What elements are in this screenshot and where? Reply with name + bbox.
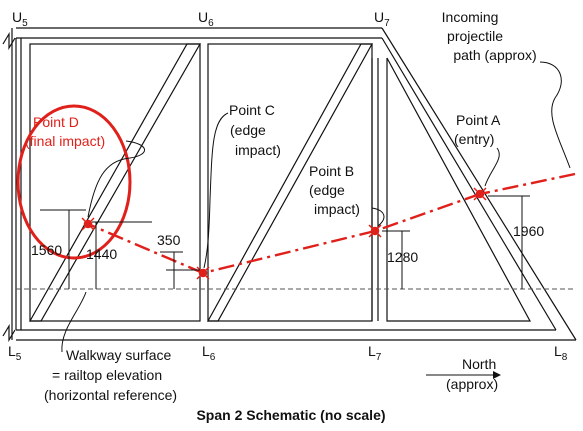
impact-marker-d: [81, 217, 95, 231]
path-segment-a-b: [374, 192, 481, 233]
leader-point-d: [87, 140, 145, 218]
point-d-label: Point D (final impact): [25, 114, 105, 149]
path-segment-b-c: [202, 229, 376, 275]
point-c-label: Point C (edge impact): [229, 102, 281, 158]
dim-label-1280: 1280: [387, 249, 418, 265]
leader-lines: [61, 61, 571, 353]
triangle-end-panel: [386, 57, 532, 322]
node-label-u6: U6: [198, 9, 214, 29]
dim-label-350: 350: [157, 232, 181, 248]
truss-frame: [2, 27, 577, 343]
path-segment-c-d: [87, 222, 204, 275]
inclined-end-outer: [381, 27, 577, 341]
node-label-l5: L5: [8, 343, 22, 363]
dim-label-1960: 1960: [513, 223, 544, 239]
node-label-l7: L7: [368, 343, 382, 363]
break-mark-top: [2, 31, 16, 51]
truss-diagonals: [28, 43, 532, 322]
break-mark-bottom: [2, 323, 16, 343]
north-label: North (approx): [446, 356, 500, 392]
node-label-l8: L8: [554, 343, 568, 363]
walkway-label: Walkway surface = railtop elevation (hor…: [44, 347, 177, 403]
projectile-path: [87, 172, 576, 275]
impact-marker-b: [368, 224, 382, 238]
impact-marker-c: [196, 266, 210, 280]
diagonal-panel-2: [206, 43, 374, 322]
inclined-end-inner: [381, 37, 557, 331]
path-segment-incoming: [479, 172, 576, 196]
node-label-l6: L6: [202, 343, 216, 363]
dim-label-1440: 1440: [86, 246, 117, 262]
leader-incoming: [539, 61, 571, 169]
point-a-label: Point A (entry): [454, 112, 503, 147]
node-label-u7: U7: [374, 9, 390, 29]
incoming-path-label: Incoming projectile path (approx): [442, 9, 537, 63]
impact-markers: [81, 187, 487, 280]
dim-label-1560: 1560: [31, 242, 62, 258]
impact-marker-a: [473, 187, 487, 201]
dimension-lines: [40, 195, 530, 289]
leader-point-b: [371, 207, 385, 227]
point-b-label: Point B (edge impact): [309, 163, 360, 217]
panel-1: [29, 43, 201, 322]
leader-point-a: [484, 147, 500, 187]
node-label-u5: U5: [12, 9, 28, 29]
truss-panels: [29, 43, 379, 322]
diagram-caption: Span 2 Schematic (no scale): [196, 407, 385, 423]
leader-point-c: [203, 112, 229, 269]
point-d-highlight-ellipse: [16, 104, 132, 260]
leader-walkway: [61, 291, 87, 353]
